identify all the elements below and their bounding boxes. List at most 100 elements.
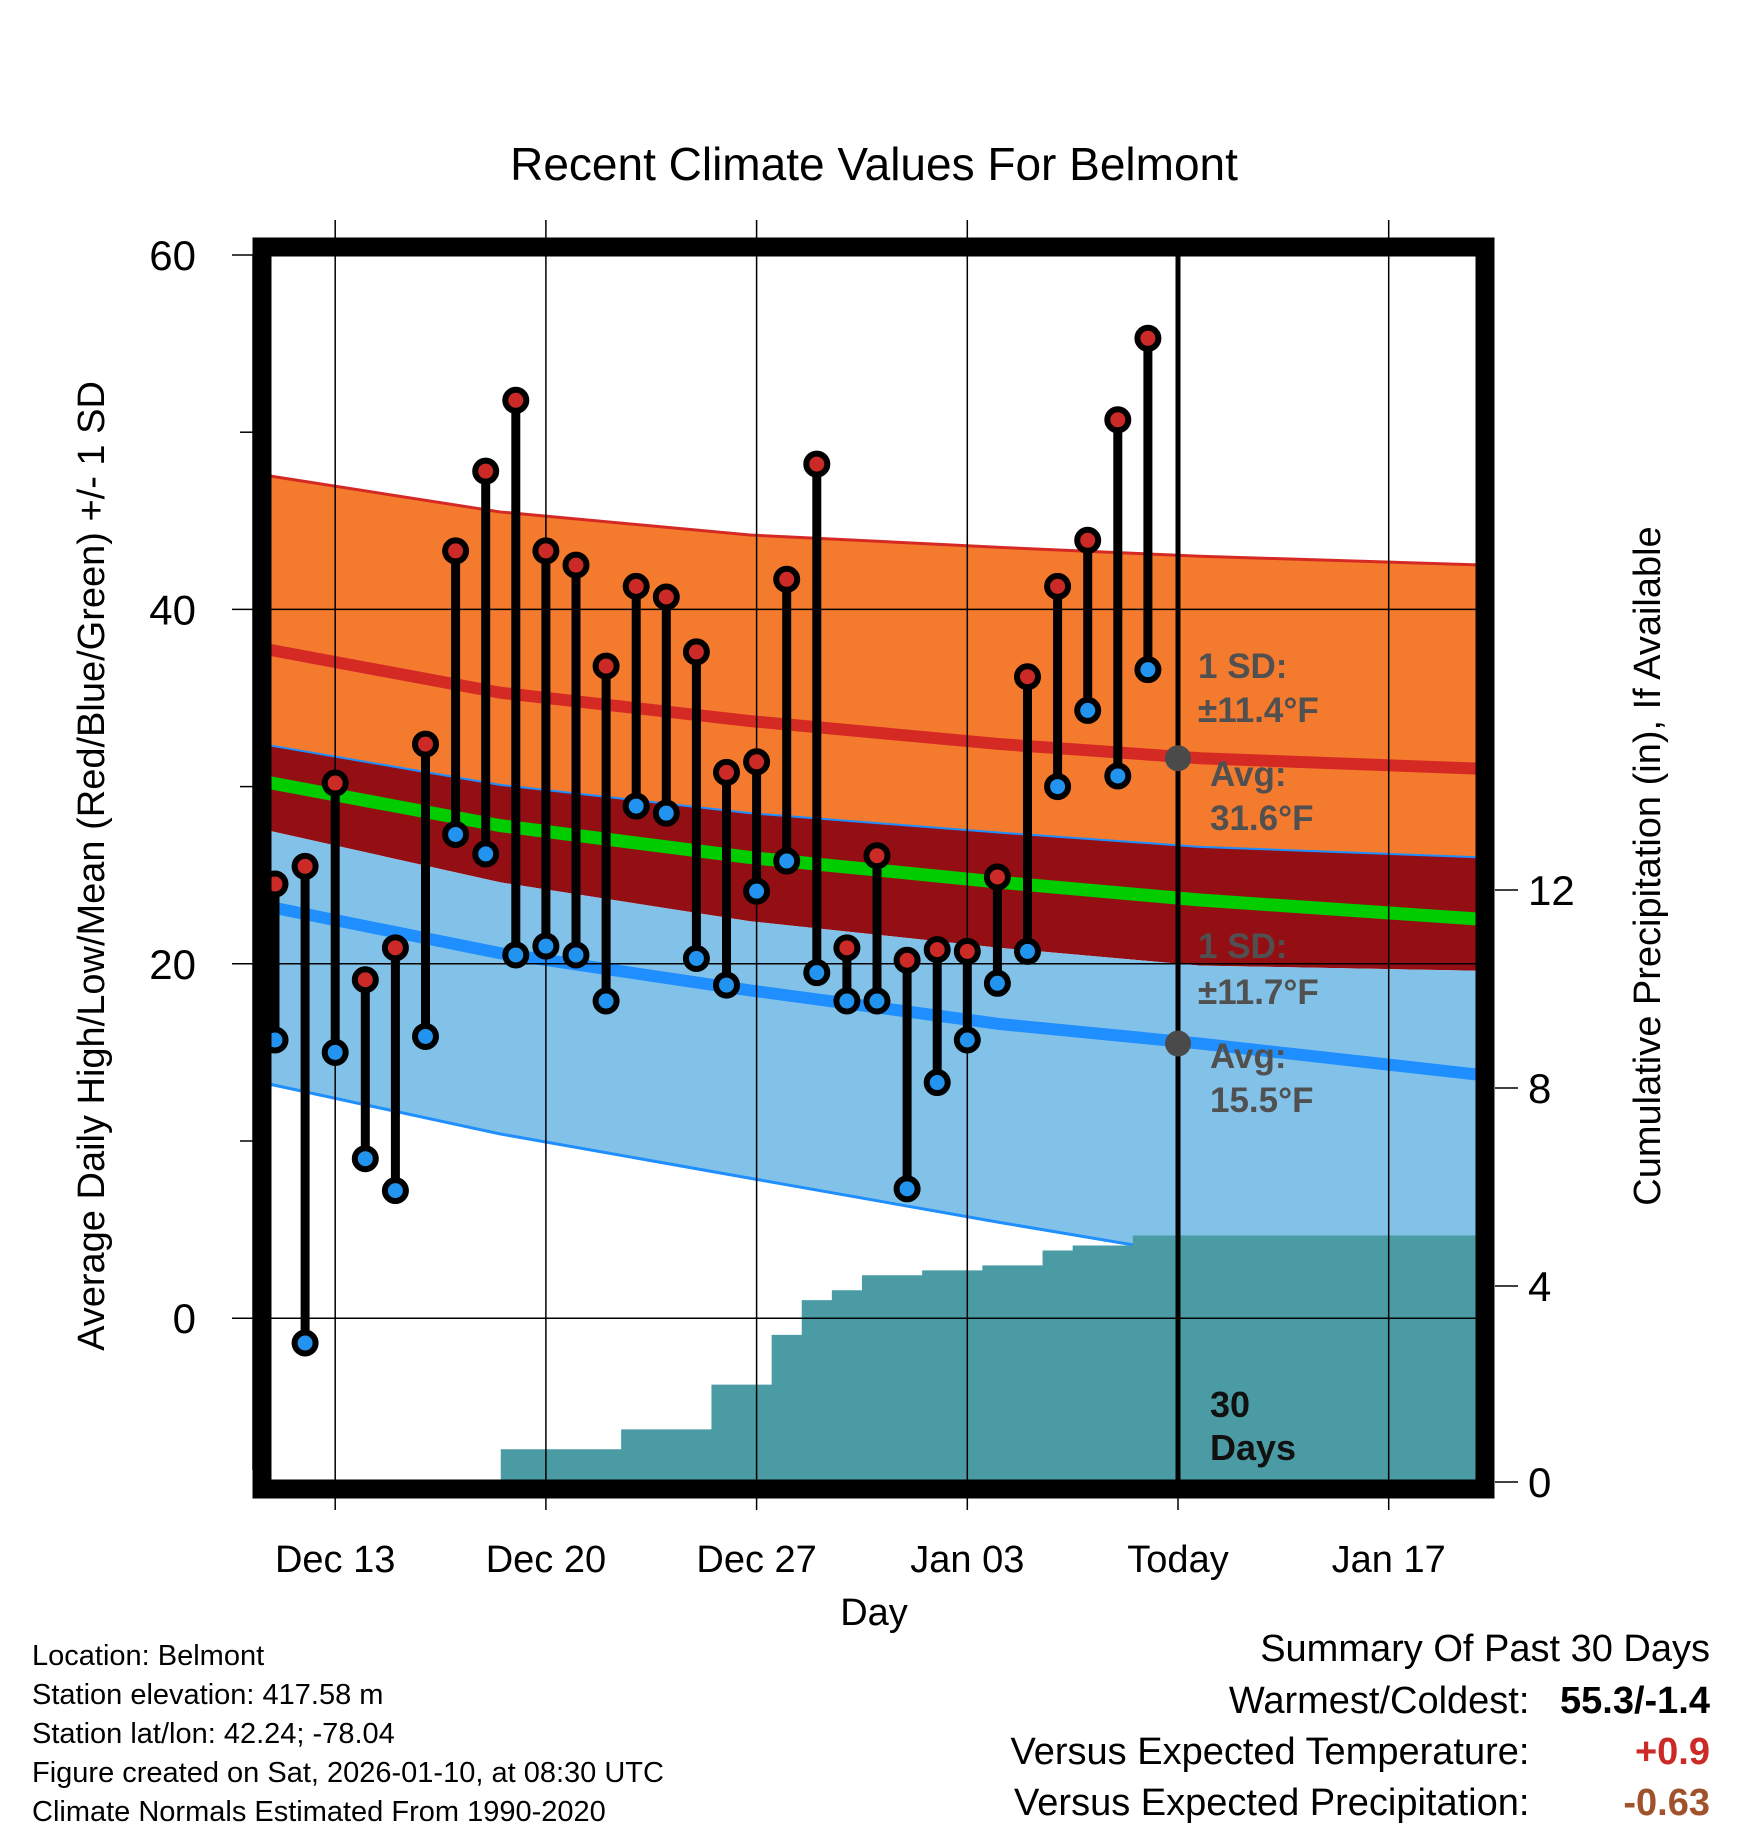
axes: 60 40 20 0 0 4 8 12 Dec 13 Dec 20 Dec 27 Jan 03 Toda… bbox=[149, 232, 1574, 1581]
chart-title: Recent Climate Values For Belmont bbox=[510, 138, 1238, 190]
precip-vs-expected-label: Versus Expected Precipitation: bbox=[1014, 1782, 1530, 1824]
warm-cold-label: Warmest/Coldest: bbox=[1228, 1680, 1530, 1722]
high-point-10 bbox=[562, 551, 590, 579]
y2-axis-label: Cumulative Precipitation (in), If Availa… bbox=[1627, 526, 1669, 1205]
high-point-24 bbox=[983, 863, 1011, 891]
low-point-29 bbox=[1134, 656, 1162, 684]
low-sd-value: ±11.7°F bbox=[1198, 973, 1319, 1012]
low-point-27 bbox=[1074, 696, 1102, 724]
info-location: Location: Belmont bbox=[32, 1640, 265, 1672]
high-plus-sd-line bbox=[261, 473, 1486, 567]
info-normals: Climate Normals Estimated From 1990-2020 bbox=[32, 1796, 606, 1828]
low-point-21 bbox=[893, 1175, 921, 1203]
y-tick-label-2: 20 bbox=[149, 941, 196, 988]
x-tick-label-5: Jan 17 bbox=[1332, 1539, 1446, 1581]
low-point-17 bbox=[773, 847, 801, 875]
high-point-6 bbox=[442, 537, 470, 565]
plot-border bbox=[252, 237, 1495, 1499]
daily-range-stems bbox=[270, 333, 1153, 1348]
low-point-2 bbox=[321, 1038, 349, 1066]
y-tick-label-0: 60 bbox=[149, 232, 196, 279]
high-point-3 bbox=[351, 966, 379, 994]
high-point-16 bbox=[743, 748, 771, 776]
temp-vs-expected-value: +0.9 bbox=[1634, 1731, 1710, 1773]
low-point-25 bbox=[1014, 937, 1041, 965]
high-point-28 bbox=[1104, 406, 1132, 434]
y-tick-label-3: 0 bbox=[173, 1295, 196, 1342]
high-point-4 bbox=[381, 934, 409, 962]
high-point-22 bbox=[923, 936, 951, 964]
x-tick-label-2: Dec 27 bbox=[696, 1539, 816, 1581]
high-point-7 bbox=[472, 457, 500, 485]
high-average-marker bbox=[1165, 745, 1191, 772]
low-avg-label: Avg: bbox=[1210, 1037, 1286, 1076]
high-point-23 bbox=[953, 937, 981, 965]
high-sd-label: 1 SD: bbox=[1198, 647, 1287, 686]
low-point-14 bbox=[682, 944, 710, 972]
low-point-5 bbox=[412, 1022, 439, 1050]
high-point-8 bbox=[502, 386, 530, 414]
low-point-1 bbox=[291, 1329, 319, 1357]
low-point-7 bbox=[472, 840, 500, 868]
high-point-13 bbox=[652, 583, 680, 611]
high-point-11 bbox=[592, 652, 620, 680]
y2-tick-label-3: 12 bbox=[1528, 867, 1575, 914]
plot-frame bbox=[252, 237, 1495, 1499]
high-point-1 bbox=[291, 852, 319, 880]
summary-warm-cold: Warmest/Coldest: 55.3/-1.4 bbox=[1229, 1682, 1710, 1720]
x-tick-label-4: Today bbox=[1127, 1539, 1228, 1581]
low-point-11 bbox=[592, 987, 620, 1015]
temp-vs-expected-label: Versus Expected Temperature: bbox=[1010, 1731, 1530, 1773]
summary-precip: Versus Expected Precipitation: -0.63 bbox=[1014, 1784, 1710, 1822]
x-tick-label-0: Dec 13 bbox=[275, 1539, 395, 1581]
window-label-line2: Days bbox=[1210, 1427, 1296, 1468]
low-point-4 bbox=[381, 1177, 409, 1205]
low-point-16 bbox=[743, 877, 771, 905]
low-point-9 bbox=[532, 932, 560, 960]
high-point-21 bbox=[893, 946, 921, 974]
high-point-25 bbox=[1014, 663, 1041, 691]
window-label-line1: 30 bbox=[1210, 1384, 1250, 1425]
y2-tick-label-2: 8 bbox=[1528, 1065, 1551, 1112]
summary-title: Summary Of Past 30 Days bbox=[1260, 1628, 1710, 1670]
x-tick-label-1: Dec 20 bbox=[486, 1539, 606, 1581]
high-point-17 bbox=[773, 565, 801, 593]
high-point-14 bbox=[682, 638, 710, 666]
high-point-19 bbox=[833, 934, 861, 962]
low-point-12 bbox=[622, 792, 650, 820]
high-point-18 bbox=[803, 450, 831, 478]
normal-annotations: 1 SD: ±11.4°F Avg: 31.6°F 1 SD: ±11.7°F Avg: 15… bbox=[1165, 647, 1319, 1120]
low-avg-value: 15.5°F bbox=[1210, 1081, 1314, 1120]
high-point-27 bbox=[1074, 526, 1102, 554]
y2-tick-label-1: 4 bbox=[1528, 1263, 1551, 1310]
low-point-24 bbox=[983, 969, 1011, 997]
y2-tick-label-0: 0 bbox=[1528, 1459, 1551, 1506]
high-point-9 bbox=[532, 537, 560, 565]
high-point-5 bbox=[412, 730, 439, 758]
daily-points bbox=[261, 324, 1162, 1357]
info-latlon: Station lat/lon: 42.24; -78.04 bbox=[32, 1718, 395, 1750]
high-point-2 bbox=[321, 769, 349, 797]
low-point-13 bbox=[652, 799, 680, 827]
high-point-15 bbox=[713, 758, 740, 786]
low-point-15 bbox=[713, 971, 740, 999]
low-point-19 bbox=[833, 987, 861, 1015]
low-point-20 bbox=[863, 987, 891, 1015]
high-avg-value: 31.6°F bbox=[1210, 799, 1314, 838]
low-point-28 bbox=[1104, 762, 1132, 790]
info-elevation: Station elevation: 417.58 m bbox=[32, 1679, 384, 1711]
y-tick-label-1: 40 bbox=[149, 586, 196, 633]
summary-temp: Versus Expected Temperature: +0.9 bbox=[1011, 1733, 1710, 1771]
warm-cold-value: 55.3/-1.4 bbox=[1560, 1680, 1710, 1722]
high-average-line bbox=[260, 642, 1486, 775]
high-avg-label: Avg: bbox=[1210, 755, 1286, 794]
low-point-22 bbox=[923, 1069, 951, 1097]
low-point-26 bbox=[1044, 773, 1072, 801]
low-point-10 bbox=[562, 941, 590, 969]
high-point-26 bbox=[1044, 572, 1072, 600]
cumulative-precipitation-area bbox=[262, 1235, 1495, 1489]
low-sd-label: 1 SD: bbox=[1198, 927, 1287, 966]
low-point-18 bbox=[803, 959, 831, 987]
precip-vs-expected-value: -0.63 bbox=[1623, 1782, 1710, 1824]
